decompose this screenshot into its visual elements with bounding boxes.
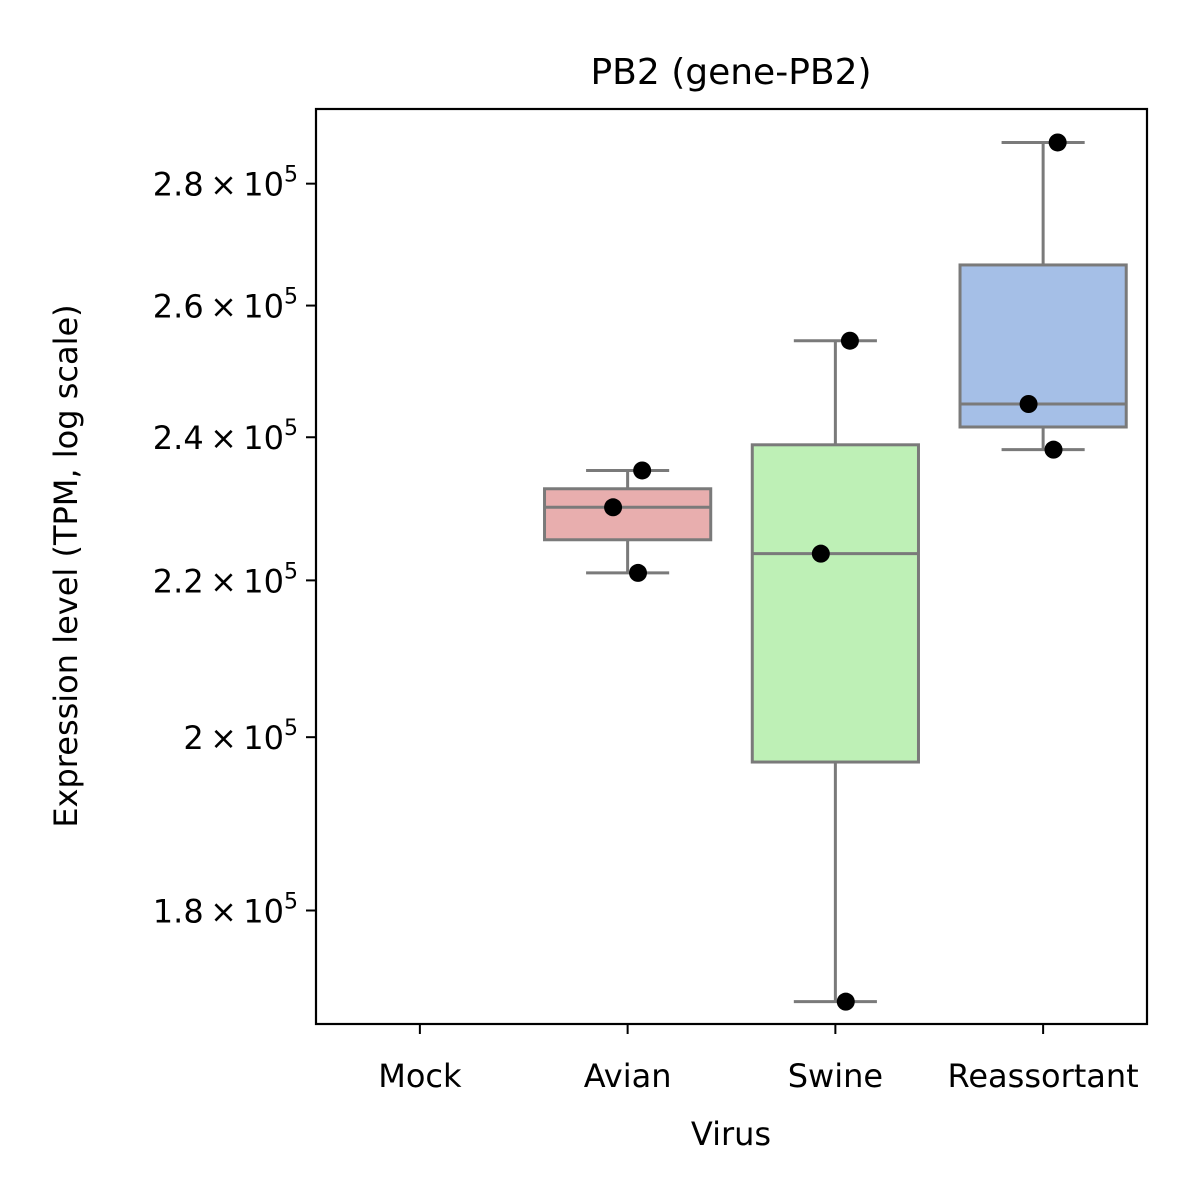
y-tick-label: 2.8 × 105 — [153, 163, 298, 204]
iqr-box — [958, 263, 1128, 429]
data-point — [633, 461, 652, 480]
box-group-reassortant — [958, 133, 1128, 459]
iqr-box — [543, 487, 713, 542]
data-point — [629, 563, 648, 582]
x-tick-label: Reassortant — [948, 1057, 1139, 1095]
x-tick-label: Mock — [378, 1057, 462, 1095]
y-tick-label: 2 × 105 — [183, 716, 298, 757]
data-point — [1019, 394, 1038, 413]
plot-area — [543, 133, 1128, 1011]
x-tick-label: Avian — [584, 1057, 672, 1095]
box-group-swine — [750, 331, 920, 1011]
data-point — [836, 992, 855, 1011]
chart-title: PB2 (gene-PB2) — [590, 52, 871, 93]
data-point — [1048, 133, 1067, 152]
y-tick-label: 1.8 × 105 — [153, 890, 298, 931]
y-axis-label: Expression level (TPM, log scale) — [47, 304, 85, 827]
data-point — [604, 498, 623, 517]
data-point — [840, 331, 859, 350]
x-tick-label: Swine — [788, 1057, 883, 1095]
plot-frame — [314, 107, 1149, 1026]
y-tick-label: 2.2 × 105 — [153, 559, 298, 600]
box-group-avian — [543, 461, 713, 582]
x-axis-label: Virus — [691, 1115, 771, 1153]
data-point — [811, 544, 830, 563]
data-point — [1044, 440, 1063, 459]
y-tick-label: 2.6 × 105 — [153, 285, 298, 326]
iqr-box — [750, 443, 920, 764]
y-axis: 1.8 × 105 2 × 105 2.2 × 105 2.4 × 105 2.6 × … — [153, 163, 316, 931]
y-tick-label: 2.4 × 105 — [153, 416, 298, 457]
x-axis: Mock Avian Swine Reassortant — [378, 1024, 1139, 1095]
